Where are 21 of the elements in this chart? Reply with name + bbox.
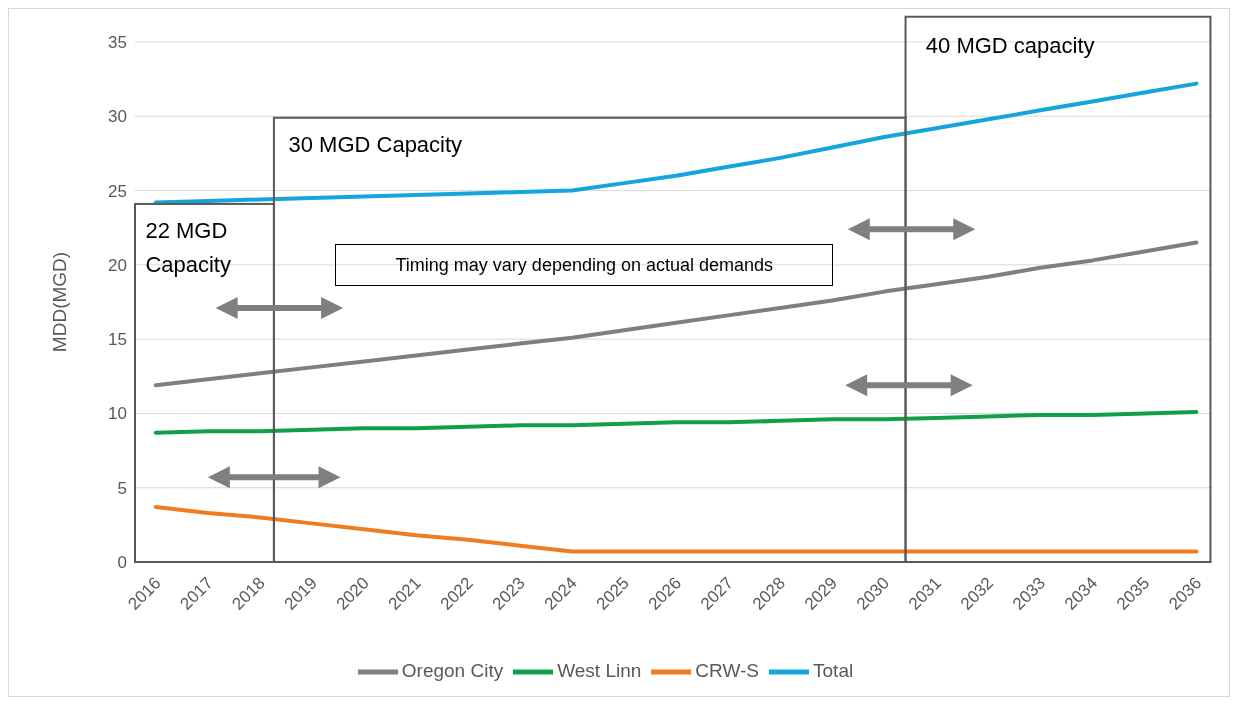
legend-label: CRW-S — [695, 660, 760, 682]
line-series — [153, 81, 1199, 205]
note-box: Timing may vary depending on actual demands — [335, 244, 834, 287]
y-tick-label: 15 — [108, 330, 127, 350]
line-series — [153, 505, 1199, 554]
y-tick-label: 0 — [117, 553, 127, 573]
y-tick-label: 35 — [108, 33, 127, 53]
legend-label: West Linn — [557, 660, 642, 682]
annotation: 30 MGD Capacity — [288, 131, 464, 160]
y-tick-label: 10 — [108, 404, 127, 424]
y-axis-title: MDD(MGD) — [48, 251, 70, 353]
annotation: 22 MGD Capacity — [145, 217, 232, 280]
line-series — [153, 409, 1199, 435]
y-tick-label: 5 — [117, 478, 127, 498]
y-tick-label: 30 — [108, 107, 127, 127]
annotation: Timing may vary depending on actual demands — [395, 255, 774, 276]
annotation: 40 MGD capacity — [925, 31, 1096, 60]
y-tick-label: 25 — [108, 181, 127, 201]
legend-label: Total — [813, 660, 854, 682]
legend-label: Oregon City — [401, 660, 504, 682]
y-tick-label: 20 — [108, 255, 127, 275]
